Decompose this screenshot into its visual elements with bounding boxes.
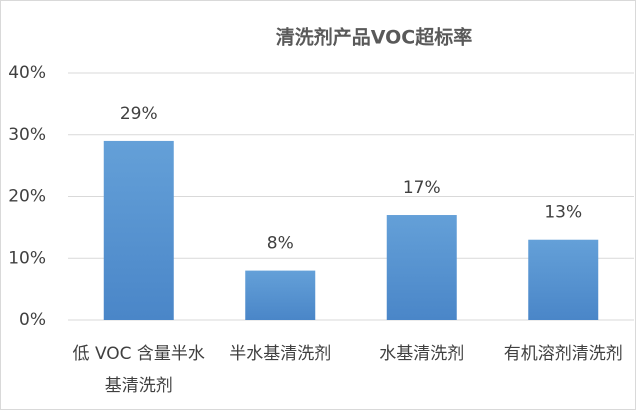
bar — [386, 215, 457, 320]
y-tick-label: 40% — [8, 63, 46, 83]
x-tick-label-line: 低 VOC 含量半水 — [73, 344, 205, 364]
bar — [245, 270, 316, 320]
chart-title: 清洗剂产品VOC超标率 — [276, 26, 472, 49]
x-tick-label: 低 VOC 含量半水基清洗剂 — [73, 344, 205, 396]
data-label: 29% — [120, 104, 158, 124]
x-tick-label: 有机溶剂清洗剂 — [504, 344, 623, 364]
x-tick-label-line: 基清洗剂 — [105, 376, 173, 396]
y-tick-label: 30% — [8, 125, 46, 145]
data-label: 8% — [267, 234, 294, 254]
bar — [528, 239, 599, 320]
x-tick-label: 半水基清洗剂 — [229, 344, 331, 364]
y-tick-label: 20% — [8, 187, 46, 207]
data-label: 17% — [403, 178, 441, 198]
x-tick-label: 水基清洗剂 — [379, 344, 464, 364]
data-label: 13% — [544, 203, 582, 223]
y-tick-label: 10% — [8, 248, 46, 268]
y-tick-label: 0% — [19, 310, 46, 330]
bar — [103, 140, 174, 320]
